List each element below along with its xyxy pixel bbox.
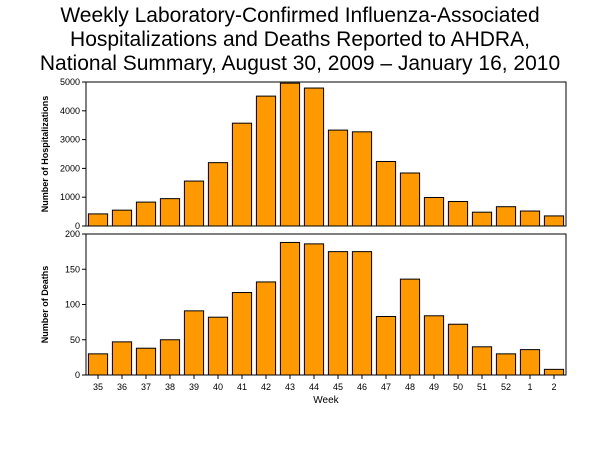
x-tick-label: 44 xyxy=(309,382,319,392)
hosp-bar xyxy=(543,215,565,227)
deaths-y-axis-label: Number of Deaths xyxy=(40,266,50,344)
x-tick-label: 40 xyxy=(213,382,223,392)
x-tick-label: 45 xyxy=(333,382,343,392)
deaths-bar xyxy=(495,353,517,376)
deaths-bar xyxy=(135,347,157,376)
deaths-bar xyxy=(183,310,205,376)
hosp-bar xyxy=(399,172,421,227)
hosp-bar xyxy=(207,162,229,227)
deaths-bar xyxy=(351,251,373,376)
deaths-bar xyxy=(399,278,421,376)
title-line-2: Hospitalizations and Deaths Reported to … xyxy=(70,28,530,51)
hosp-bar xyxy=(159,198,181,227)
hosp-y-tick-label: 0 xyxy=(75,221,80,231)
hosp-bar xyxy=(447,201,469,227)
hosp-bar xyxy=(279,82,301,227)
hosp-plot-frame xyxy=(85,81,567,227)
title-line-3: National Summary, August 30, 2009 – Janu… xyxy=(39,52,561,75)
hosp-bar xyxy=(87,213,109,227)
hosp-bar xyxy=(519,210,541,227)
deaths-bar xyxy=(471,346,493,376)
hosp-y-axis-label: Number of Hospitalizations xyxy=(40,96,50,213)
deaths-plot-frame xyxy=(85,233,567,376)
deaths-bar xyxy=(447,323,469,376)
deaths-bar xyxy=(111,341,133,376)
x-tick-label: 49 xyxy=(429,382,439,392)
x-axis-label: Week xyxy=(313,395,339,406)
hosp-bar xyxy=(231,122,253,227)
hosp-bar xyxy=(327,129,349,227)
x-tick-label: 39 xyxy=(189,382,199,392)
hosp-y-tick-label: 1000 xyxy=(60,192,80,202)
deaths-bar xyxy=(543,368,565,376)
hosp-bar xyxy=(255,95,277,227)
hosp-y-tick-label: 2000 xyxy=(60,163,80,173)
x-tick-label: 1 xyxy=(527,382,532,392)
x-tick-label: 51 xyxy=(477,382,487,392)
deaths-bar xyxy=(87,353,109,376)
x-tick-label: 38 xyxy=(165,382,175,392)
deaths-y-tick-label: 0 xyxy=(75,370,80,380)
deaths-bar xyxy=(303,243,325,376)
deaths-bar xyxy=(375,315,397,376)
x-tick-label: 50 xyxy=(453,382,463,392)
deaths-y-tick-label: 150 xyxy=(65,264,80,274)
hosp-bar xyxy=(351,131,373,227)
x-tick-label: 46 xyxy=(357,382,367,392)
deaths-bar xyxy=(255,281,277,376)
deaths-bar xyxy=(279,241,301,376)
deaths-bar xyxy=(231,292,253,376)
x-tick-label: 48 xyxy=(405,382,415,392)
x-tick-label: 2 xyxy=(551,382,556,392)
hosp-bar xyxy=(135,201,157,227)
hosp-y-tick-label: 4000 xyxy=(60,106,80,116)
x-tick-label: 52 xyxy=(501,382,511,392)
deaths-bar xyxy=(519,349,541,376)
title-line-1: Weekly Laboratory-Confirmed Influenza-As… xyxy=(60,4,540,27)
deaths-bar xyxy=(207,316,229,376)
hosp-y-tick-label: 3000 xyxy=(60,135,80,145)
hosp-bar xyxy=(423,196,445,227)
hosp-bar xyxy=(183,180,205,227)
x-tick-label: 42 xyxy=(261,382,271,392)
deaths-bar xyxy=(327,251,349,376)
hosp-y-tick-label: 5000 xyxy=(60,77,80,87)
deaths-bar xyxy=(423,315,445,376)
x-tick-label: 43 xyxy=(285,382,295,392)
hosp-bar xyxy=(303,87,325,227)
deaths-y-tick-label: 100 xyxy=(65,300,80,310)
x-tick-label: 35 xyxy=(93,382,103,392)
deaths-y-tick-label: 50 xyxy=(70,335,80,345)
x-tick-label: 37 xyxy=(141,382,151,392)
hosp-bar xyxy=(111,209,133,227)
x-tick-label: 36 xyxy=(117,382,127,392)
x-tick-label: 41 xyxy=(237,382,247,392)
hosp-bar xyxy=(495,206,517,227)
deaths-y-tick-label: 200 xyxy=(65,229,80,239)
deaths-bar xyxy=(159,339,181,376)
x-tick-label: 47 xyxy=(381,382,391,392)
hosp-bar xyxy=(375,160,397,227)
hosp-bar xyxy=(471,211,493,227)
chart-title: Weekly Laboratory-Confirmed Influenza-As… xyxy=(0,4,600,76)
